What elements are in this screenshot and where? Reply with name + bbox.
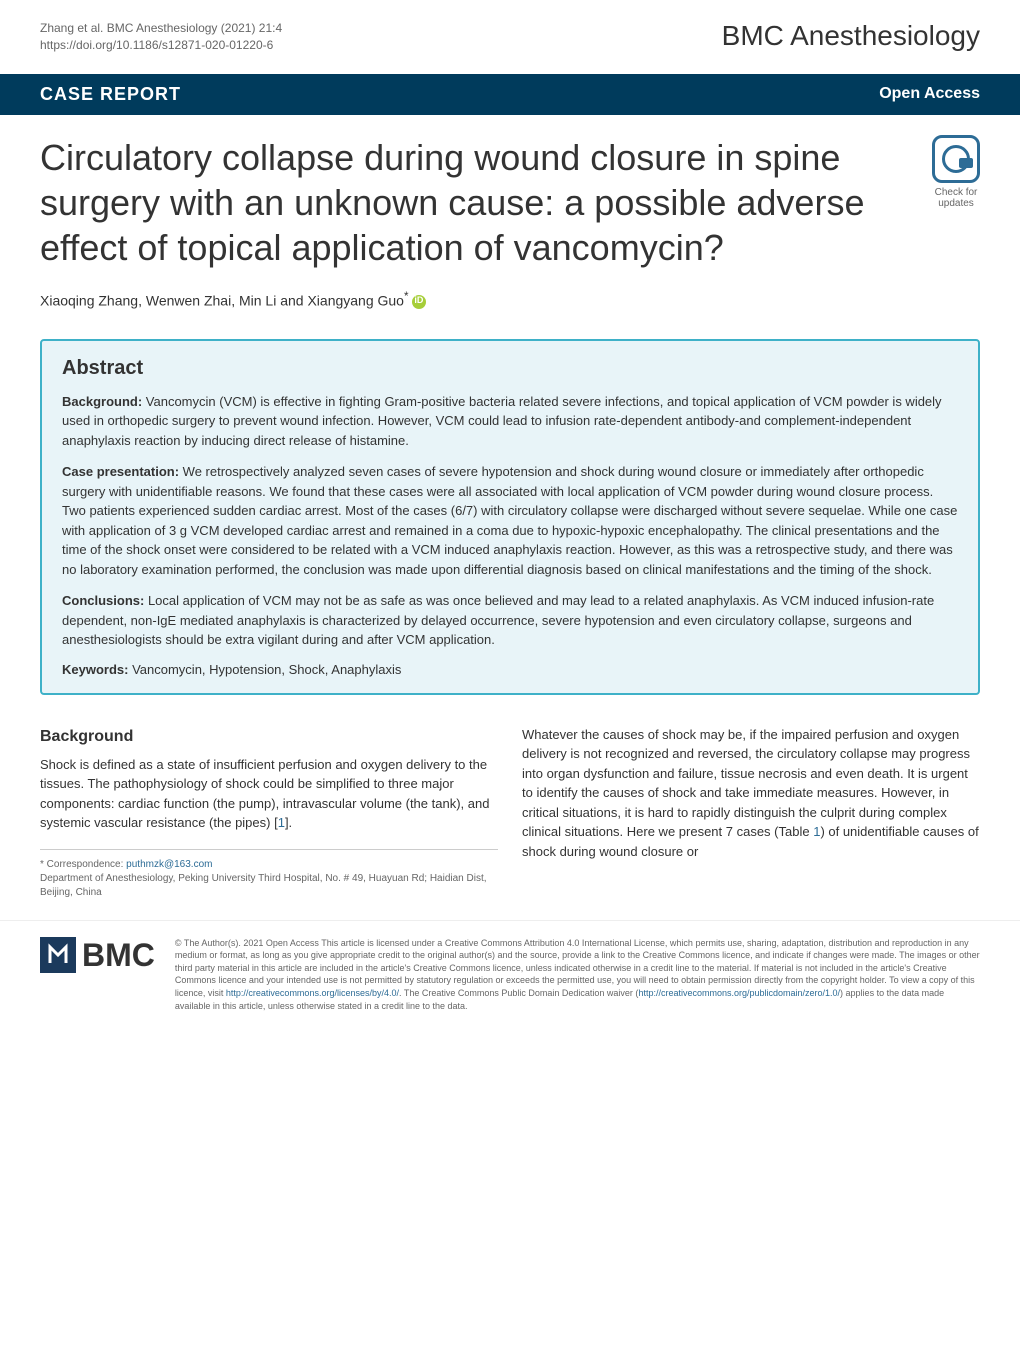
abstract-box: Abstract Background: Vancomycin (VCM) is…	[40, 339, 980, 695]
article-type-banner: CASE REPORT Open Access	[0, 74, 1020, 115]
correspondence-block: * Correspondence: puthmzk@163.com Depart…	[40, 849, 498, 900]
access-label: Open Access	[879, 85, 980, 103]
article-type: CASE REPORT	[40, 84, 181, 105]
citation-block: Zhang et al. BMC Anesthesiology (2021) 2…	[40, 20, 282, 54]
check-updates-badge[interactable]: Check for updates	[932, 135, 980, 209]
correspondence-affiliation: Department of Anesthesiology, Peking Uni…	[40, 873, 487, 898]
abstract-conclusions-text: Local application of VCM may not be as s…	[62, 593, 934, 647]
abstract-background-text: Vancomycin (VCM) is effective in fightin…	[62, 394, 942, 448]
orcid-icon[interactable]	[412, 295, 426, 309]
abstract-conclusions-label: Conclusions:	[62, 593, 144, 608]
corresponding-marker: *	[404, 290, 409, 303]
license-link-pd[interactable]: http://creativecommons.org/publicdomain/…	[638, 988, 840, 998]
abstract-case: Case presentation: We retrospectively an…	[62, 462, 958, 579]
license-link-cc[interactable]: http://creativecommons.org/licenses/by/4…	[226, 988, 399, 998]
citation-line1: Zhang et al. BMC Anesthesiology (2021) 2…	[40, 20, 282, 37]
correspondence-label: * Correspondence:	[40, 859, 123, 870]
body-columns: Background Shock is defined as a state o…	[0, 715, 1020, 920]
left-column: Background Shock is defined as a state o…	[40, 725, 498, 900]
abstract-case-text: We retrospectively analyzed seven cases …	[62, 464, 957, 577]
reference-link-1[interactable]: 1	[278, 815, 285, 830]
right-paragraph: Whatever the causes of shock may be, if …	[522, 725, 980, 862]
abstract-case-label: Case presentation:	[62, 464, 179, 479]
abstract-heading: Abstract	[62, 357, 958, 380]
license-text: © The Author(s). 2021 Open Access This a…	[175, 937, 980, 1013]
bmc-logo: BMC	[40, 937, 155, 974]
abstract-conclusions: Conclusions: Local application of VCM ma…	[62, 591, 958, 650]
background-paragraph: Shock is defined as a state of insuffici…	[40, 755, 498, 833]
title-section: Circulatory collapse during wound closur…	[0, 115, 1020, 280]
header-info: Zhang et al. BMC Anesthesiology (2021) 2…	[0, 0, 1020, 64]
footer: BMC © The Author(s). 2021 Open Access Th…	[0, 920, 1020, 1043]
left-para-end: ].	[285, 815, 292, 830]
right-column: Whatever the causes of shock may be, if …	[522, 725, 980, 900]
check-updates-text1: Check for	[935, 187, 978, 198]
abstract-background-label: Background:	[62, 394, 142, 409]
keywords-label: Keywords:	[62, 662, 128, 677]
citation-doi: https://doi.org/10.1186/s12871-020-01220…	[40, 37, 282, 54]
bmc-logo-text: BMC	[82, 937, 155, 974]
authors-text: Xiaoqing Zhang, Wenwen Zhai, Min Li and …	[40, 292, 404, 308]
correspondence-email[interactable]: puthmzk@163.com	[126, 859, 212, 870]
check-updates-text2: updates	[938, 198, 974, 209]
article-title: Circulatory collapse during wound closur…	[40, 135, 932, 270]
background-heading: Background	[40, 725, 498, 749]
keywords-text: Vancomycin, Hypotension, Shock, Anaphyla…	[128, 662, 401, 677]
bmc-logo-icon	[40, 937, 76, 973]
right-para-text: Whatever the causes of shock may be, if …	[522, 727, 970, 840]
left-para-text: Shock is defined as a state of insuffici…	[40, 757, 489, 831]
journal-name: BMC Anesthesiology	[722, 20, 980, 52]
license-mid: . The Creative Commons Public Domain Ded…	[399, 988, 638, 998]
abstract-background: Background: Vancomycin (VCM) is effectiv…	[62, 392, 958, 451]
authors-line: Xiaoqing Zhang, Wenwen Zhai, Min Li and …	[0, 280, 1020, 329]
check-updates-icon	[932, 135, 980, 183]
abstract-keywords: Keywords: Vancomycin, Hypotension, Shock…	[62, 662, 958, 677]
